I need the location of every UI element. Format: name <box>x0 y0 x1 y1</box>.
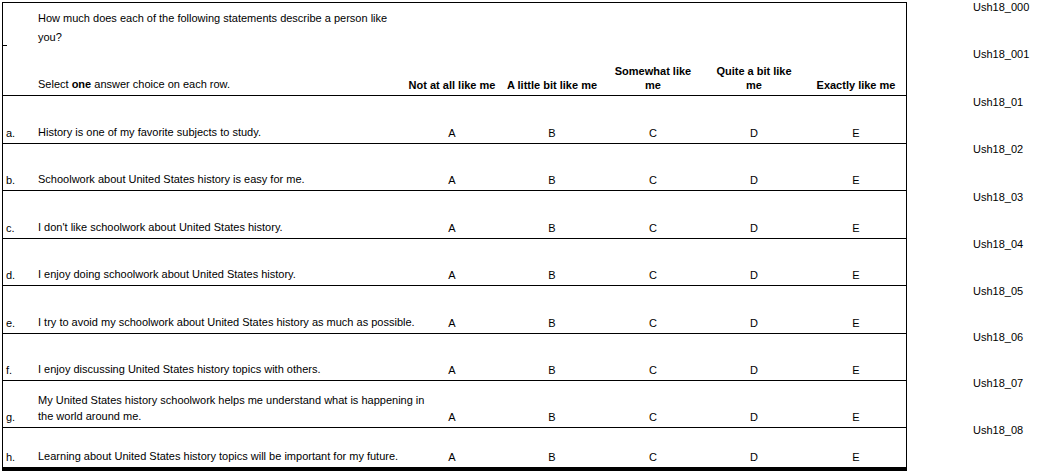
survey-table: How much does each of the following stat… <box>2 2 907 471</box>
question-text: How much does each of the following stat… <box>38 9 404 47</box>
answer-choice-b[interactable]: B <box>497 450 607 464</box>
answer-choice-a[interactable]: A <box>397 221 507 235</box>
answer-choice-b[interactable]: B <box>497 221 607 235</box>
answer-choice-d[interactable]: D <box>699 173 809 187</box>
row-statement: Schoolwork about United States history i… <box>38 172 428 188</box>
row-statement: History is one of my favorite subjects t… <box>38 125 428 141</box>
row-boundary-tick <box>3 45 7 46</box>
table-row-h: h. Learning about United States history … <box>3 427 906 467</box>
answer-choice-b[interactable]: B <box>497 410 607 424</box>
row-label: d. <box>6 268 15 282</box>
answer-choice-b[interactable]: B <box>497 268 607 282</box>
table-row-a: a. History is one of my favorite subject… <box>3 95 906 143</box>
column-header-somewhat: Somewhat like me <box>598 65 708 92</box>
column-header-quite-a-bit: Quite a bit like me <box>699 65 809 92</box>
instruction-suffix: answer choice on each row. <box>91 78 230 90</box>
answer-choice-c[interactable]: C <box>598 221 708 235</box>
answer-choice-b[interactable]: B <box>497 363 607 377</box>
table-row-g: g. My United States history schoolwork h… <box>3 380 906 427</box>
variable-code: Ush18_01 <box>973 95 1023 109</box>
answer-choice-a[interactable]: A <box>397 268 507 282</box>
answer-choice-d[interactable]: D <box>699 450 809 464</box>
answer-choice-e[interactable]: E <box>801 268 911 282</box>
row-statement: Learning about United States history top… <box>38 449 428 465</box>
row-statement: I enjoy discussing United States history… <box>38 362 428 378</box>
answer-choice-c[interactable]: C <box>598 316 708 330</box>
row-label: e. <box>6 316 15 330</box>
variable-code: Ush18_07 <box>973 376 1023 390</box>
survey-page: How much does each of the following stat… <box>0 0 1061 471</box>
answer-choice-b[interactable]: B <box>497 126 607 140</box>
column-header-not-at-all: Not at all like me <box>397 79 507 93</box>
answer-choice-c[interactable]: C <box>598 363 708 377</box>
variable-code: Ush18_05 <box>973 284 1023 298</box>
answer-choice-c[interactable]: C <box>598 450 708 464</box>
row-statement: I try to avoid my schoolwork about Unite… <box>38 315 428 331</box>
answer-choice-a[interactable]: A <box>397 450 507 464</box>
table-row-b: b. Schoolwork about United States histor… <box>3 143 906 190</box>
variable-code: Ush18_06 <box>973 330 1023 344</box>
answer-choice-d[interactable]: D <box>699 268 809 282</box>
column-header-exactly: Exactly like me <box>801 79 911 93</box>
row-label: b. <box>6 173 15 187</box>
answer-choice-a[interactable]: A <box>397 363 507 377</box>
column-header-a-little-bit: A little bit like me <box>497 79 607 93</box>
instruction-prefix: Select <box>38 78 72 90</box>
instruction-bold-word: one <box>72 78 92 90</box>
answer-choice-d[interactable]: D <box>699 363 809 377</box>
row-statement: My United States history schoolwork help… <box>38 393 428 424</box>
answer-choice-e[interactable]: E <box>801 221 911 235</box>
variable-code: Ush18_03 <box>973 190 1023 204</box>
answer-choice-b[interactable]: B <box>497 316 607 330</box>
row-label: a. <box>6 126 15 140</box>
answer-choice-d[interactable]: D <box>699 126 809 140</box>
variable-code: Ush18_000 <box>973 0 1029 14</box>
answer-choice-e[interactable]: E <box>801 410 911 424</box>
answer-choice-a[interactable]: A <box>397 316 507 330</box>
answer-choice-e[interactable]: E <box>801 173 911 187</box>
variable-code: Ush18_08 <box>973 423 1023 437</box>
instruction-text: Select one answer choice on each row. <box>38 77 230 91</box>
table-header: How much does each of the following stat… <box>3 3 906 95</box>
answer-choice-e[interactable]: E <box>801 316 911 330</box>
answer-choice-b[interactable]: B <box>497 173 607 187</box>
row-statement: I enjoy doing schoolwork about United St… <box>38 267 428 283</box>
answer-choice-c[interactable]: C <box>598 173 708 187</box>
variable-code: Ush18_04 <box>973 237 1023 251</box>
answer-choice-c[interactable]: C <box>598 410 708 424</box>
answer-choice-e[interactable]: E <box>801 126 911 140</box>
table-row-f: f. I enjoy discussing United States hist… <box>3 333 906 380</box>
table-row-e: e. I try to avoid my schoolwork about Un… <box>3 285 906 333</box>
row-label: h. <box>6 450 15 464</box>
row-label: f. <box>6 363 12 377</box>
answer-choice-a[interactable]: A <box>397 410 507 424</box>
answer-choice-e[interactable]: E <box>801 450 911 464</box>
row-label: c. <box>6 221 15 235</box>
row-statement: I don't like schoolwork about United Sta… <box>38 220 428 236</box>
variable-code: Ush18_02 <box>973 142 1023 156</box>
answer-choice-e[interactable]: E <box>801 363 911 377</box>
answer-choice-d[interactable]: D <box>699 316 809 330</box>
table-row-d: d. I enjoy doing schoolwork about United… <box>3 238 906 285</box>
answer-choice-a[interactable]: A <box>397 126 507 140</box>
answer-choice-d[interactable]: D <box>699 221 809 235</box>
variable-code: Ush18_001 <box>973 47 1029 61</box>
answer-choice-c[interactable]: C <box>598 268 708 282</box>
table-row-c: c. I don't like schoolwork about United … <box>3 190 906 238</box>
row-label: g. <box>6 410 15 424</box>
answer-choice-c[interactable]: C <box>598 126 708 140</box>
answer-choice-d[interactable]: D <box>699 410 809 424</box>
answer-choice-a[interactable]: A <box>397 173 507 187</box>
